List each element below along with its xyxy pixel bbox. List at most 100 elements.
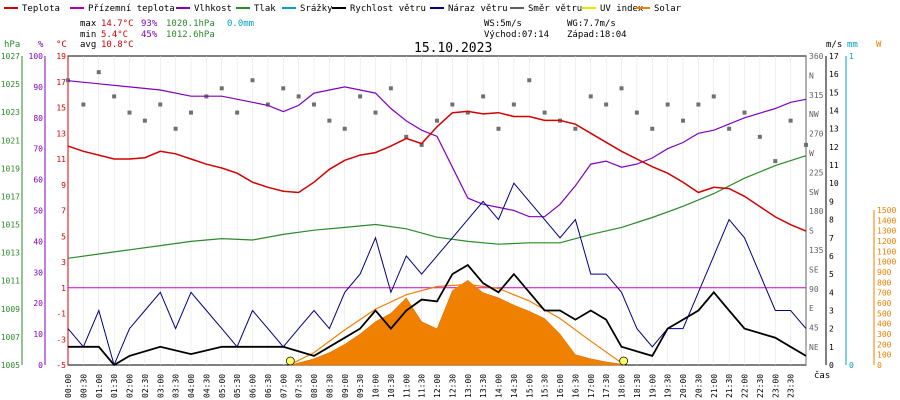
stat-max-hum: 93% <box>141 19 158 29</box>
legend: Teplota Přízemní teplota Vlhkost Tlak Srážky… <box>4 4 682 14</box>
x-tick-label: 11:30 <box>418 374 427 398</box>
w-axis-tick: 900 <box>877 268 892 277</box>
wind-dir-point <box>173 126 178 131</box>
degc-axis-tick: -3 <box>56 335 66 344</box>
wind-dir-point <box>388 86 393 91</box>
pct-axis-tick: 0 <box>38 361 43 370</box>
x-tick-label: 04:30 <box>202 374 211 398</box>
pct-axis-tick: 60 <box>33 176 43 185</box>
wind-dir-point <box>634 110 639 115</box>
x-tick-label: 09:30 <box>356 374 365 398</box>
hpa-axis-tick: 1019 <box>1 164 20 173</box>
wind-dir-point <box>773 159 778 164</box>
wind-dir-point <box>404 134 409 139</box>
wind-dir-point <box>727 126 732 131</box>
axes: 1027102510231021101910171015101310111009… <box>1 40 897 398</box>
stat-max-rain: 0.0mm <box>227 19 254 29</box>
wind-dir-point <box>312 102 316 107</box>
wind-dir-point <box>588 94 593 99</box>
w-axis-tick: 1400 <box>877 216 896 225</box>
ms-axis-tick: 12 <box>829 143 839 152</box>
degc-axis-tick: 17 <box>56 78 66 87</box>
degc-axis-tick: 15 <box>56 104 66 113</box>
stat-avg-label: avg <box>80 40 96 50</box>
ms-axis-tick: 17 <box>829 52 839 61</box>
wind-gust-info: WG:7.7m/s <box>567 19 616 29</box>
wind-dir-point <box>127 110 132 115</box>
dir-axis-tick: S <box>809 227 814 236</box>
w-axis-tick: 600 <box>877 299 892 308</box>
w-axis-tick: 400 <box>877 320 892 329</box>
dir-axis-tick: 360 <box>809 52 824 61</box>
dir-axis-tick: 135 <box>809 246 824 255</box>
hpa-axis-tick: 1027 <box>1 52 20 61</box>
ms-axis-tick: 6 <box>829 252 834 261</box>
x-tick-label: 15:00 <box>525 374 534 398</box>
wind-dir-point <box>650 126 655 131</box>
wind-dir-point <box>742 110 747 115</box>
wind-dir-point <box>804 142 808 147</box>
stat-min-label: min <box>80 30 96 40</box>
x-tick-label: 21:00 <box>710 374 719 398</box>
ms-axis-tick: 10 <box>829 179 839 188</box>
wind-dir-point <box>481 94 486 99</box>
ms-axis-tick: 3 <box>829 306 834 315</box>
hpa-axis-tick: 1005 <box>1 361 20 370</box>
x-tick-label: 06:30 <box>264 374 273 398</box>
x-tick-label: 00:00 <box>64 374 73 398</box>
x-tick-label: 09:00 <box>341 374 350 398</box>
w-axis-tick: 800 <box>877 278 892 287</box>
pct-axis-tick: 100 <box>29 52 44 61</box>
wind-dir-point <box>757 134 762 139</box>
pct-axis-tick: 70 <box>33 145 43 154</box>
axis-unit-label: m/s <box>826 40 842 50</box>
wind-dir-point <box>665 102 670 107</box>
w-axis-tick: 500 <box>877 309 892 318</box>
wind-dir-point <box>189 110 193 115</box>
x-tick-label: 14:30 <box>510 374 519 398</box>
stat-avg-temp: 10.8°C <box>101 40 134 50</box>
x-tick-label: 05:00 <box>218 374 227 398</box>
ms-axis-tick: 0 <box>829 361 834 370</box>
x-axis-label: čas <box>814 370 830 381</box>
x-tick-label: 11:00 <box>402 374 411 398</box>
wind-dir-point <box>142 118 147 123</box>
wind-dir-point <box>327 118 332 123</box>
legend-label: Tlak <box>254 4 276 14</box>
legend-label: Teplota <box>22 4 60 14</box>
wind-dir-point <box>265 102 270 107</box>
w-axis-tick: 1000 <box>877 258 896 267</box>
x-tick-label: 01:30 <box>110 374 119 398</box>
hpa-axis-tick: 1017 <box>1 192 20 201</box>
ms-axis-tick: 14 <box>829 107 839 116</box>
x-tick-label: 22:30 <box>756 374 765 398</box>
degc-axis-tick: 9 <box>61 181 66 190</box>
wind-dir-point <box>250 78 255 83</box>
wind-speed-info: WS:5m/s <box>484 19 522 29</box>
stat-max-temp: 14.7°C <box>101 19 134 29</box>
w-axis-tick: 100 <box>877 351 892 360</box>
sunrise-info: Východ:07:14 <box>484 30 549 40</box>
pct-axis-tick: 20 <box>33 299 43 308</box>
wind-dir-point <box>465 110 470 115</box>
degc-axis-tick: 3 <box>61 258 66 267</box>
degc-axis-tick: 5 <box>61 232 66 241</box>
ms-axis-tick: 11 <box>829 161 839 170</box>
w-axis-tick: 1300 <box>877 227 896 236</box>
mm-axis-tick: 0 <box>849 361 854 370</box>
ms-axis-tick: 16 <box>829 70 839 79</box>
axis-unit-label: hPa <box>4 40 20 50</box>
x-tick-label: 19:30 <box>664 374 673 398</box>
hpa-axis-tick: 1023 <box>1 108 20 117</box>
wind-dir-point <box>496 126 501 131</box>
degc-axis-tick: 13 <box>56 129 66 138</box>
x-tick-label: 03:00 <box>156 374 165 398</box>
stat-min-hum: 45% <box>141 30 158 40</box>
wind-dir-point <box>711 94 716 99</box>
wind-dir-point <box>219 86 224 91</box>
x-tick-label: 18:30 <box>633 374 642 398</box>
x-tick-label: 18:00 <box>618 374 627 398</box>
wind-dir-point <box>158 102 163 107</box>
ms-axis-tick: 15 <box>829 88 839 97</box>
wind-dir-point <box>450 102 455 107</box>
